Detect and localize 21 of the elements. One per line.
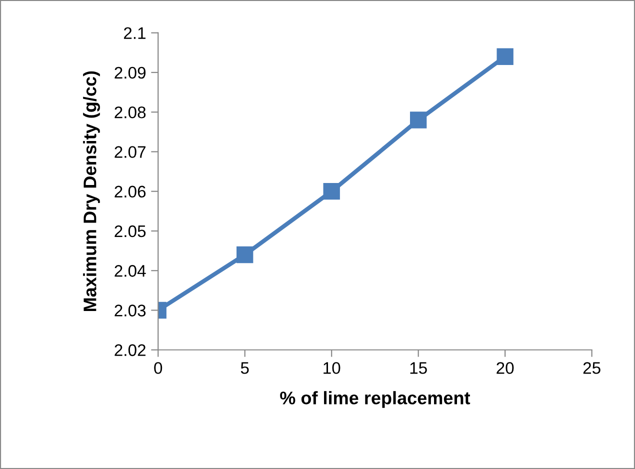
x-tick-label: 5 <box>240 362 249 374</box>
y-tick-label: 2.06 <box>114 186 146 198</box>
x-tick-label: 0 <box>154 362 162 374</box>
y-tick-label: 2.05 <box>114 225 146 238</box>
y-tick-label: 2.09 <box>114 66 146 79</box>
x-tick-label: 10 <box>324 362 340 374</box>
y-tick-label: 2.08 <box>114 106 146 118</box>
x-tick-label: 15 <box>410 362 427 374</box>
x-tick-label: 25 <box>583 362 600 374</box>
point <box>496 48 514 65</box>
y-axis-title: Maximum Dry Density (g/cc) <box>83 71 100 312</box>
point <box>236 246 254 264</box>
x-tick-label: 20 <box>496 362 514 374</box>
y-tick-label: 2.02 <box>114 344 146 356</box>
x-axis-title: % of lime replacement <box>280 391 470 408</box>
y-tick-label: 2.1 <box>124 27 146 39</box>
point <box>410 112 427 128</box>
y-tick-label: 2.03 <box>114 304 146 316</box>
y-tick-label: 2.07 <box>114 146 146 158</box>
point <box>323 183 340 200</box>
y-tick-label: 2.04 <box>114 265 146 277</box>
